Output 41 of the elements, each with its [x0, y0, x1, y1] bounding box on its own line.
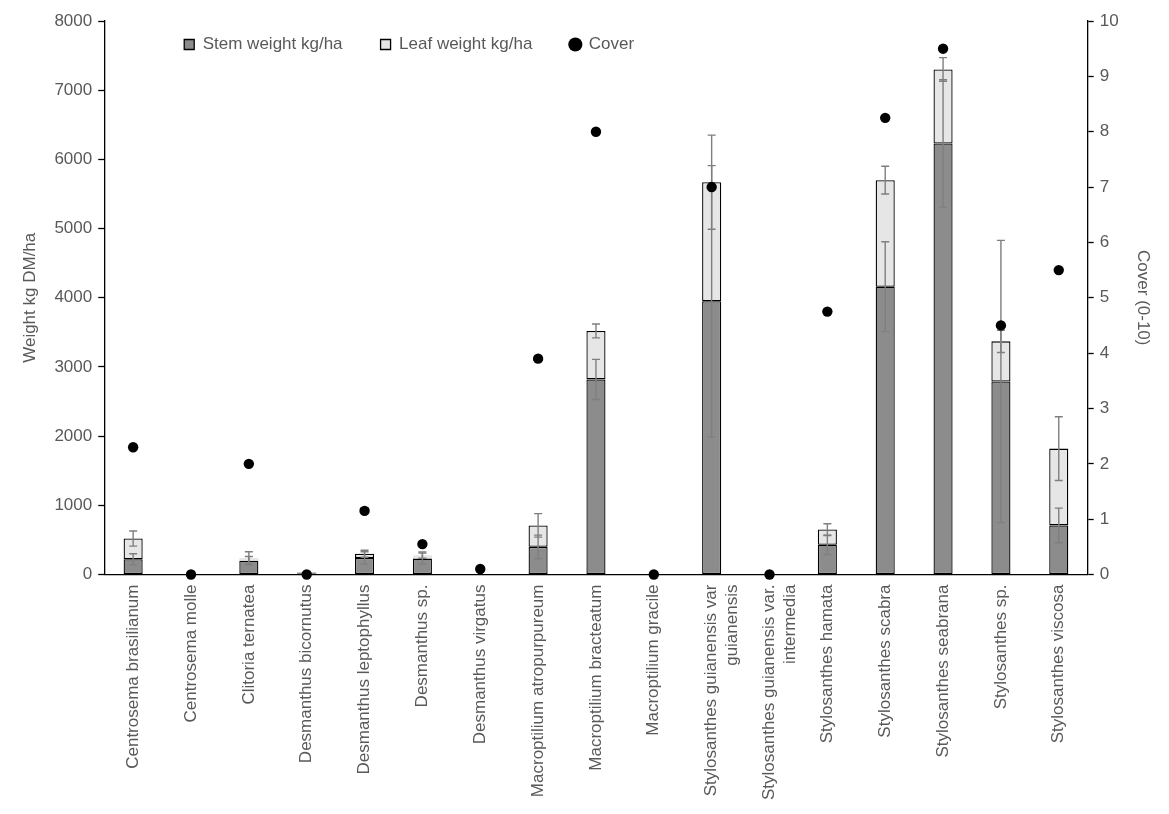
y-tick-label: 3000	[54, 356, 93, 376]
y-tick-label: 8000	[54, 10, 93, 30]
y2-axis-title: Cover (0-10)	[1134, 250, 1154, 346]
x-tick-label: Centrosema molle	[180, 584, 200, 723]
y-tick-label: 2000	[54, 425, 93, 445]
y2-tick-label: 0	[1099, 564, 1110, 584]
y2-tick-label: 4	[1099, 342, 1110, 362]
y-axis-title: Weight kg DM/ha	[19, 232, 39, 363]
x-tick-label: Desmanthus bicornutus	[296, 584, 316, 764]
y-tick-label: 0	[82, 564, 93, 584]
x-tick-label: Macroptilium atropurpureum	[527, 584, 547, 798]
y2-tick-label: 6	[1099, 232, 1110, 252]
legend-label: Cover	[588, 34, 635, 54]
x-tick-label: Macroptilium bracteatum	[585, 584, 605, 771]
y-tick-label: 6000	[54, 149, 93, 169]
x-tick-label: Stylosanthes viscosa	[1048, 584, 1068, 744]
y2-tick-label: 9	[1099, 66, 1110, 86]
y-tick-label: 4000	[54, 287, 93, 307]
y2-tick-label: 3	[1099, 398, 1110, 418]
x-tick-label: Desmanthus leptophyllus	[354, 584, 374, 775]
x-tick-label: Stylosanthes seabrana	[932, 584, 952, 758]
y2-tick-label: 7	[1099, 176, 1110, 196]
x-tick-label: Stylosanthes guianensis var guianensis	[701, 584, 741, 797]
y-tick-label: 5000	[54, 218, 93, 238]
y2-tick-label: 8	[1099, 121, 1110, 141]
y-tick-label: 1000	[54, 495, 93, 515]
y-tick-label: 7000	[54, 79, 93, 99]
y2-tick-label: 5	[1099, 287, 1110, 307]
y2-tick-label: 10	[1099, 10, 1119, 30]
y2-tick-label: 1	[1099, 508, 1110, 528]
x-tick-label: Centrosema brasilianum	[122, 584, 142, 769]
x-tick-label: Stylosanthes sp.	[990, 584, 1010, 710]
x-tick-label: Desmanthus sp.	[412, 584, 432, 708]
x-tick-label: Stylosanthes scabra	[874, 584, 894, 738]
legend-label: Leaf weight kg/ha	[399, 34, 533, 54]
legend-label: Stem weight kg/ha	[202, 34, 344, 54]
x-tick-label: Macroptilium gracile	[643, 584, 663, 736]
y2-tick-label: 2	[1099, 453, 1110, 473]
x-tick-label: Desmanthus virgatus	[469, 584, 489, 745]
x-tick-label: Clitoria ternatea	[238, 584, 258, 705]
x-tick-label: Stylosanthes hamata	[817, 584, 837, 744]
